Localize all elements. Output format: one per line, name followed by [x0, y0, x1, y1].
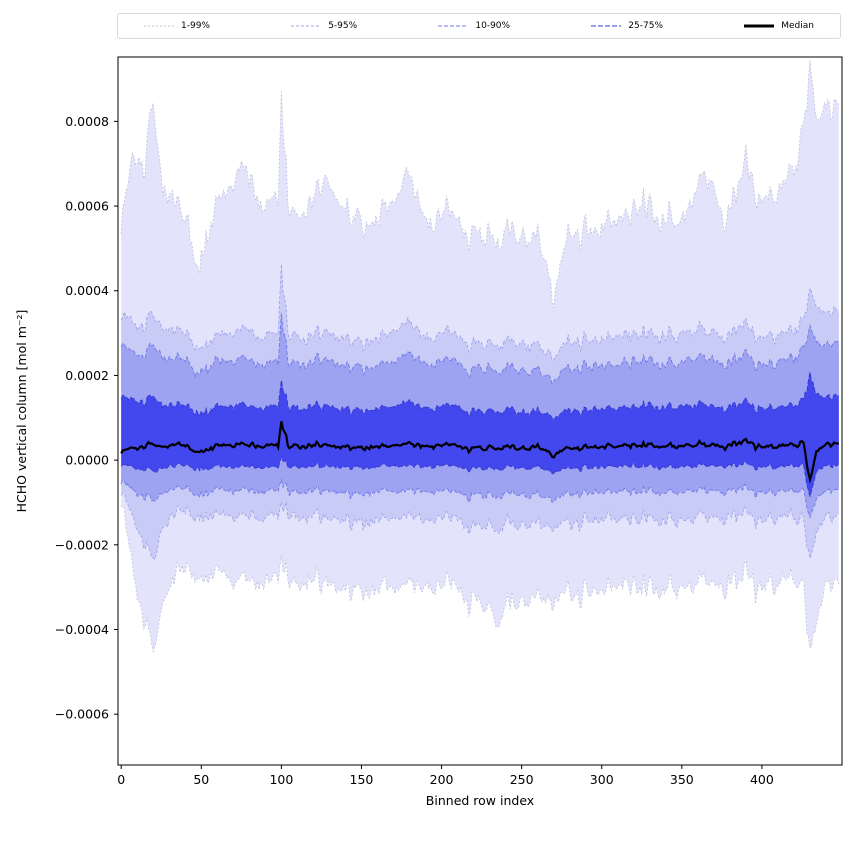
x-tick-label: 50: [193, 772, 209, 787]
edge-lower-25-75%: [120, 455, 840, 497]
y-tick-label: 0.0008: [65, 114, 109, 129]
y-tick-label: −0.0004: [55, 622, 109, 637]
percentile-bands: [121, 60, 839, 652]
x-tick-label: 150: [350, 772, 374, 787]
y-tick-label: 0.0006: [65, 199, 109, 214]
edge-upper-1-99%: [120, 60, 839, 308]
legend-line-sample: [438, 25, 469, 27]
y-axis-label: HCHO vertical column [mol m⁻²]: [14, 310, 29, 513]
plot-border: [117, 56, 843, 766]
percentile-edges: [120, 60, 840, 654]
edge-lower-10-90%: [120, 478, 839, 519]
band-25-75%: [121, 372, 839, 497]
legend-line-sample: [591, 25, 622, 27]
x-axis: 0 50 100 150 200 250 300 350 400 Binned row index: [117, 765, 774, 808]
legend-label: Median: [781, 20, 814, 31]
edge-lower-5-95%: [120, 492, 839, 561]
legend-line-sample: [291, 25, 322, 27]
y-tick-label: 0.0000: [65, 453, 109, 468]
legend-entry-1-99: 1-99%: [144, 20, 210, 31]
edge-upper-10-90%: [120, 313, 839, 385]
legend-label: 25-75%: [628, 20, 664, 31]
median-line: [120, 421, 840, 484]
x-tick-label: 300: [590, 772, 614, 787]
legend-line-sample: [744, 24, 775, 28]
x-tick-label: 200: [430, 772, 454, 787]
legend-label: 1-99%: [181, 20, 210, 31]
x-tick-label: 100: [269, 772, 293, 787]
legend: 1-99% 5-95% 10-90% 25-75% Median: [117, 13, 841, 39]
x-axis-label: Binned row index: [426, 793, 534, 808]
y-tick-label: 0.0002: [65, 368, 109, 383]
y-tick-label: −0.0002: [55, 537, 109, 552]
legend-entry-25-75: 25-75%: [591, 20, 664, 31]
y-axis: 0.0008 0.0006 0.0004 0.0002 0.0000 −0.0002 −0.…: [14, 114, 118, 722]
legend-label: 5-95%: [328, 20, 358, 31]
x-tick-label: 350: [670, 772, 694, 787]
legend-line-sample: [144, 25, 174, 27]
legend-label: 10-90%: [475, 20, 511, 31]
x-tick-label: 400: [750, 772, 774, 787]
legend-entry-10-90: 10-90%: [438, 20, 511, 31]
y-tick-label: 0.0004: [65, 283, 109, 298]
legend-entry-5-95: 5-95%: [291, 20, 358, 31]
legend-entry-median: Median: [744, 20, 814, 31]
x-tick-label: 0: [117, 772, 125, 787]
edge-upper-5-95%: [120, 264, 840, 361]
y-tick-label: −0.0006: [55, 707, 109, 722]
x-tick-label: 250: [510, 772, 534, 787]
edge-upper-25-75%: [120, 372, 839, 421]
